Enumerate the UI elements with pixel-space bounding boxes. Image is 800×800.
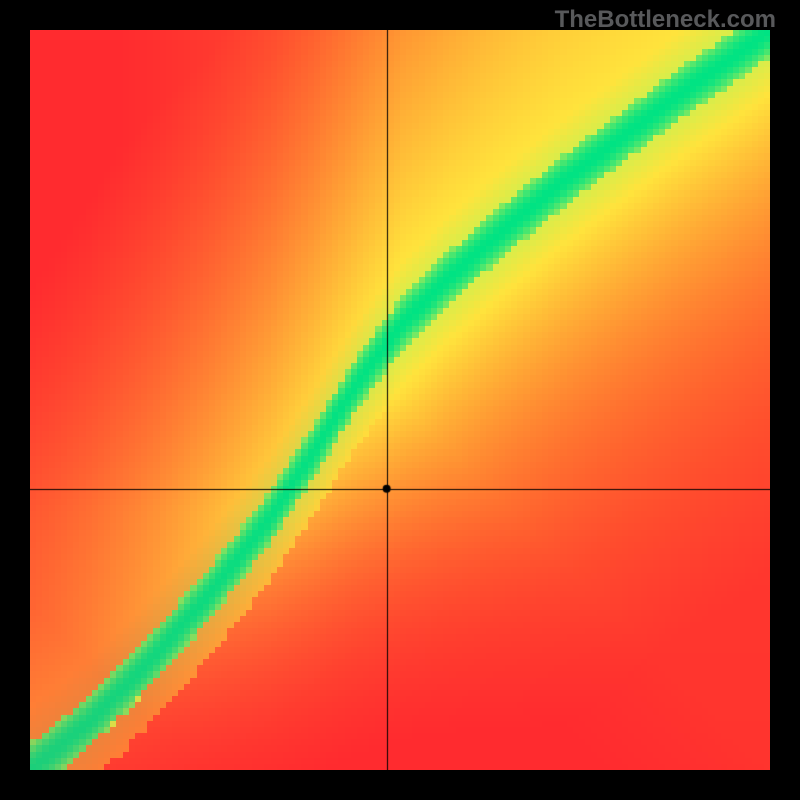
chart-container: TheBottleneck.com: [0, 0, 800, 800]
heatmap-canvas: [30, 30, 770, 770]
